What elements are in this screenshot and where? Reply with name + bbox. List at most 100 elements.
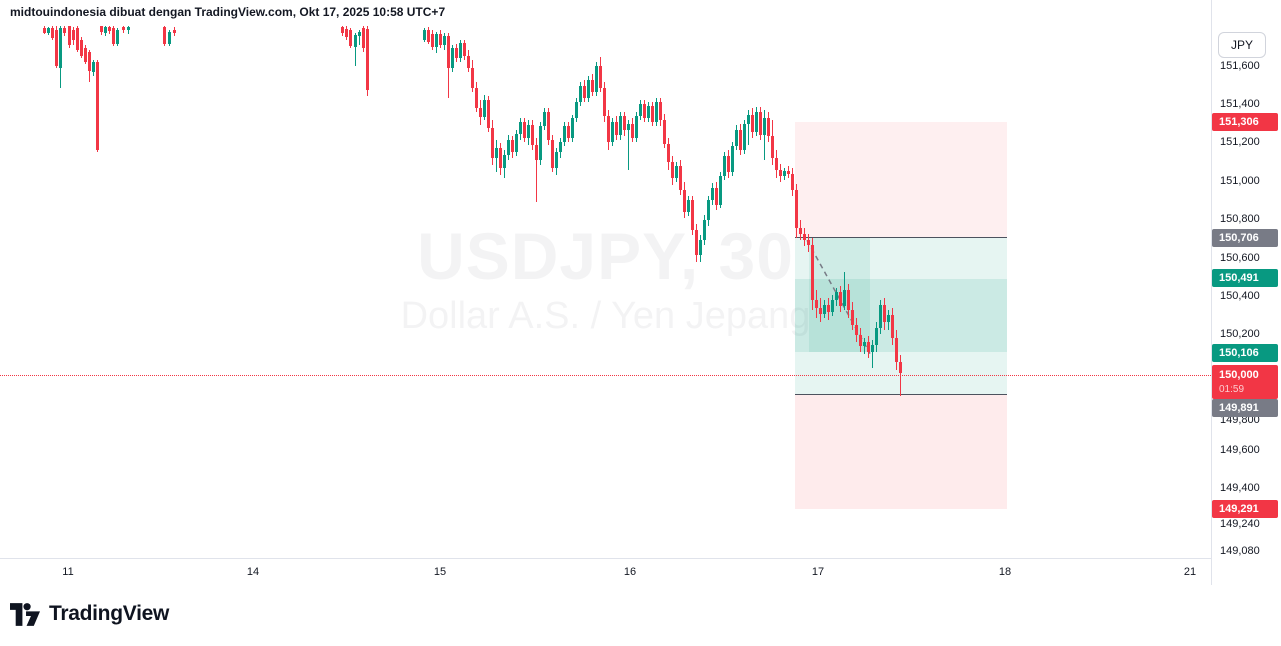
candle-body xyxy=(595,65,598,92)
currency-button[interactable]: JPY xyxy=(1218,32,1266,58)
candle-body xyxy=(455,47,458,58)
candle-body xyxy=(591,80,594,92)
candle-body xyxy=(603,87,606,116)
candle-body xyxy=(783,171,786,176)
time-axis-label: 15 xyxy=(433,566,447,578)
candle-body xyxy=(583,85,586,99)
candle-body xyxy=(467,56,470,68)
candle-body xyxy=(651,105,654,122)
candle-body xyxy=(639,104,642,116)
candle-body xyxy=(507,139,510,156)
candle-body xyxy=(891,315,894,339)
position-entry-line[interactable] xyxy=(795,394,1007,395)
candle-body xyxy=(515,133,518,152)
candle-body xyxy=(471,67,474,88)
price-badge: 149,291 xyxy=(1212,500,1278,518)
candle-body xyxy=(635,115,638,138)
candle-body xyxy=(431,33,434,47)
candle-body xyxy=(767,118,770,137)
candle-body xyxy=(104,27,107,33)
time-axis-label: 21 xyxy=(1183,566,1197,578)
tradingview-logo[interactable]: TradingView xyxy=(10,602,169,626)
candle-body xyxy=(831,300,834,312)
candle-body xyxy=(663,119,666,144)
chart-area[interactable]: USDJPY, 30 Dollar A.S. / Yen Jepang xyxy=(0,0,1211,585)
candle-body xyxy=(675,166,678,179)
watermark: USDJPY, 30 Dollar A.S. / Yen Jepang xyxy=(0,221,1211,337)
candle-body xyxy=(345,28,348,37)
candle-body xyxy=(495,147,498,158)
candle-body xyxy=(691,200,694,231)
candle-body xyxy=(787,171,790,175)
position-zone[interactable] xyxy=(795,393,1007,509)
candle-body xyxy=(80,39,83,56)
position-zone[interactable] xyxy=(795,122,1007,238)
candle-body xyxy=(899,362,902,373)
time-axis-label: 14 xyxy=(246,566,260,578)
candle-body xyxy=(643,104,646,119)
candle-body xyxy=(719,176,722,205)
candle-body xyxy=(707,200,710,220)
price-scale-label: 149,400 xyxy=(1220,482,1260,494)
candle-body xyxy=(547,111,550,140)
position-entry-line[interactable] xyxy=(795,237,1007,238)
candle-body xyxy=(823,305,826,315)
candle-body xyxy=(855,324,858,336)
candle-body xyxy=(763,118,766,135)
candle-body xyxy=(827,305,830,312)
candle-body xyxy=(72,29,75,40)
candle-body xyxy=(527,124,530,138)
candle-body xyxy=(623,115,626,130)
price-scale-label: 151,400 xyxy=(1220,98,1260,110)
candle-body xyxy=(779,170,782,176)
candle-body xyxy=(883,305,886,322)
candle-body xyxy=(76,27,79,50)
candle-body xyxy=(349,29,352,46)
candle-body xyxy=(743,123,746,151)
candle-body xyxy=(615,121,618,135)
candle-body xyxy=(711,188,714,200)
candle-body xyxy=(122,27,125,30)
price-badge: 150,706 xyxy=(1212,229,1278,247)
candle-body xyxy=(807,240,810,246)
candle-body xyxy=(51,27,54,38)
candle-body xyxy=(451,47,454,68)
candle-body xyxy=(499,147,502,168)
price-scale-label: 150,600 xyxy=(1220,252,1260,264)
candle-body xyxy=(63,27,66,33)
price-scale[interactable]: JPY xyxy=(1211,0,1281,585)
candle-body xyxy=(803,234,806,241)
candle-body xyxy=(799,228,802,235)
candle-body xyxy=(366,28,369,90)
candle-body xyxy=(362,27,365,48)
candle-body xyxy=(871,345,874,353)
time-axis-label: 11 xyxy=(62,566,74,578)
candle-body xyxy=(859,335,862,347)
candle-body xyxy=(659,101,662,120)
candle-body xyxy=(679,166,682,191)
candle-body xyxy=(559,142,562,152)
candle-body xyxy=(567,125,570,138)
candle-body xyxy=(96,61,99,151)
candle-body xyxy=(511,139,514,152)
candle-body xyxy=(887,315,890,322)
candle-body xyxy=(535,144,538,161)
candle-body xyxy=(503,155,506,168)
candle-body xyxy=(463,42,466,56)
candle-body xyxy=(703,219,706,241)
candle-body xyxy=(759,111,762,135)
candle-body xyxy=(687,200,690,213)
candle-body xyxy=(531,124,534,145)
candle-body xyxy=(168,32,171,44)
price-badge: 150,106 xyxy=(1212,344,1278,362)
candle-body xyxy=(895,338,898,363)
candle-body xyxy=(607,115,610,142)
price-scale-label: 151,200 xyxy=(1220,136,1260,148)
candle-body xyxy=(483,99,486,117)
candle-body xyxy=(543,111,546,126)
time-axis[interactable]: 11 14 15 16 17 18 21 xyxy=(0,558,1281,586)
candle-body xyxy=(683,190,686,213)
candle-body xyxy=(59,27,62,68)
candle-body xyxy=(755,111,758,133)
price-scale-label: 151,000 xyxy=(1220,175,1260,187)
